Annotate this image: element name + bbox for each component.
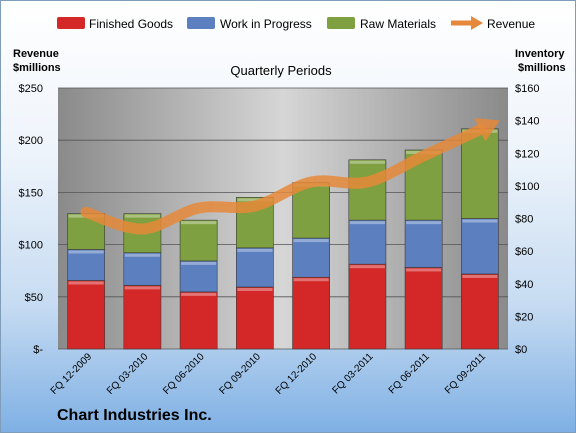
legend-item-raw-materials: Raw Materials: [327, 17, 436, 31]
bar-highlight: [181, 261, 217, 265]
bar-work-in-progress: [461, 218, 499, 275]
x-tick-label: FQ 06-2010: [161, 351, 207, 397]
x-tick-label: FQ 12-2009: [49, 351, 95, 397]
bar-finished-goods: [236, 286, 274, 350]
bar-highlight: [124, 286, 160, 290]
right-tick-label: $100: [515, 181, 539, 193]
legend-label-revenue: Revenue: [487, 17, 535, 31]
right-axis-title-line2: $millions: [518, 62, 566, 74]
bar-highlight: [237, 248, 273, 252]
right-tick-label: $160: [515, 83, 539, 95]
company-name: Chart Industries Inc.: [57, 407, 212, 424]
right-tick-label: $40: [515, 279, 533, 291]
bar-highlight: [181, 221, 217, 225]
x-tick-label: FQ 03-2011: [331, 351, 376, 396]
x-tick-label: FQ 06-2011: [387, 351, 432, 396]
bar-raw-materials: [348, 159, 387, 221]
bar-finished-goods: [404, 267, 443, 350]
right-tick-label: $140: [515, 116, 539, 128]
left-axis-title-line2: $millions: [13, 62, 61, 74]
left-tick-label: $150: [19, 187, 43, 199]
bar-work-in-progress: [348, 219, 387, 265]
bar-finished-goods: [179, 291, 218, 350]
legend-label-work-in-progress: Work in Progress: [220, 17, 312, 31]
bar-raw-materials: [179, 219, 218, 262]
bar-highlight: [237, 198, 273, 202]
legend-item-work-in-progress: Work in Progress: [187, 17, 312, 31]
bar-finished-goods: [348, 263, 387, 350]
bar-highlight: [406, 221, 442, 225]
x-tick-label: FQ 09-2010: [217, 351, 263, 397]
bar-highlight: [68, 281, 104, 285]
revenue-line-arrowhead: [474, 117, 500, 142]
bar-highlight: [181, 292, 217, 296]
right-axis-title-line1: Inventory: [515, 48, 565, 60]
x-tick-label: FQ 12-2010: [274, 351, 320, 397]
legend: Finished Goods Work in Progress Raw Mate…: [57, 16, 535, 31]
right-tick-label: $0: [515, 344, 527, 356]
legend-arrow-revenue: [471, 16, 483, 30]
left-axis-title-line1: Revenue: [13, 48, 59, 60]
bar-highlight: [462, 274, 498, 278]
legend-swatch-raw-materials: [327, 17, 355, 29]
bar-highlight: [68, 250, 104, 254]
right-tick-label: $80: [515, 214, 533, 226]
x-axis-ticks: FQ 12-2009 FQ 03-2010 FQ 06-2010 FQ 09-2010…: [49, 351, 489, 397]
bar-finished-goods: [67, 280, 105, 350]
bar-raw-materials: [461, 128, 499, 219]
legend-item-revenue: Revenue: [451, 16, 535, 31]
bar-work-in-progress: [236, 247, 274, 288]
bar-work-in-progress: [179, 260, 218, 293]
bar-highlight: [124, 214, 160, 218]
bar-highlight: [124, 253, 160, 257]
legend-label-raw-materials: Raw Materials: [360, 17, 436, 31]
revenue-line-path: [80, 124, 486, 235]
right-tick-label: $20: [515, 311, 533, 323]
bar-highlight: [293, 239, 329, 243]
bars: [67, 128, 499, 350]
bar-highlight: [349, 160, 385, 164]
bar-finished-goods: [292, 276, 330, 350]
legend-label-finished-goods: Finished Goods: [89, 17, 173, 31]
legend-swatch-finished-goods: [57, 17, 85, 29]
revenue-line: [80, 117, 500, 235]
left-tick-label: $-: [33, 344, 43, 356]
left-tick-label: $200: [19, 135, 43, 147]
right-tick-label: $60: [515, 246, 533, 258]
bar-highlight: [462, 219, 498, 223]
left-tick-label: $50: [25, 292, 43, 304]
bar-work-in-progress: [67, 249, 105, 281]
x-tick-label: FQ 09-2011: [443, 351, 488, 396]
bar-finished-goods: [123, 285, 162, 350]
right-axis-ticks: $0 $20 $40 $60 $80 $100 $120 $140 $160: [515, 83, 539, 356]
right-tick-label: $120: [515, 148, 539, 160]
legend-swatch-work-in-progress: [187, 17, 215, 29]
bar-highlight: [293, 278, 329, 282]
bar-highlight: [349, 265, 385, 269]
left-axis-ticks: $- $50 $100 $150 $200 $250: [19, 83, 44, 356]
bar-work-in-progress: [123, 252, 162, 286]
legend-item-finished-goods: Finished Goods: [57, 17, 173, 31]
bar-work-in-progress: [404, 219, 443, 268]
bar-highlight: [349, 221, 385, 225]
chart-title: Quarterly Periods: [230, 63, 332, 78]
bar-highlight: [237, 288, 273, 292]
bar-finished-goods: [461, 273, 499, 350]
left-tick-label: $100: [19, 240, 43, 252]
x-tick-label: FQ 03-2010: [105, 351, 151, 397]
bar-work-in-progress: [292, 237, 330, 278]
bar-highlight: [406, 268, 442, 272]
left-tick-label: $250: [19, 83, 43, 95]
